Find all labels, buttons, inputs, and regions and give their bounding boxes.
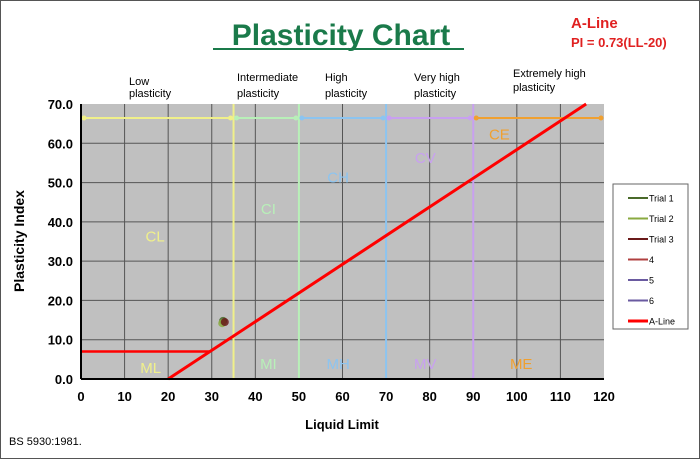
x-tick-label: 20	[161, 389, 175, 404]
arrow-head	[81, 115, 87, 121]
y-tick-label: 60.0	[48, 136, 73, 151]
zone-label: plasticity	[325, 88, 368, 100]
zone-label: Very high	[414, 72, 460, 84]
x-axis-label: Liquid Limit	[305, 417, 379, 432]
arrow-head	[234, 115, 240, 121]
zone-label: High	[325, 72, 348, 84]
region-label-ce: CE	[489, 126, 510, 143]
y-tick-label: 50.0	[48, 176, 73, 191]
zone-label: Extremely high	[513, 68, 586, 80]
aline-note-formula: PI = 0.73(LL-20)	[571, 35, 667, 50]
arrow-head	[293, 115, 299, 121]
region-label-ch: CH	[327, 170, 349, 187]
arrow-head	[299, 115, 305, 121]
arrow-head	[467, 115, 473, 121]
zone-label: Intermediate	[237, 72, 298, 84]
legend-label: 5	[649, 276, 654, 286]
region-label-mv: MV	[414, 356, 437, 373]
region-label-ml: ML	[140, 360, 161, 377]
y-tick-label: 30.0	[48, 254, 73, 269]
region-label-me: ME	[510, 356, 533, 373]
legend-label: 6	[649, 296, 654, 306]
region-label-ci: CI	[261, 201, 276, 218]
x-tick-label: 0	[77, 389, 84, 404]
zone-label: Low	[129, 76, 149, 88]
x-tick-label: 70	[379, 389, 393, 404]
y-tick-label: 70.0	[48, 97, 73, 112]
legend-label: A-Line	[649, 317, 675, 327]
x-tick-label: 110	[550, 389, 571, 404]
arrow-head	[598, 115, 604, 121]
region-label-mh: MH	[326, 356, 349, 373]
x-tick-label: 80	[422, 389, 436, 404]
x-tick-label: 30	[205, 389, 219, 404]
legend-label: Trial 3	[649, 235, 674, 245]
y-axis-label: Plasticity Index	[11, 190, 27, 292]
zone-label: plasticity	[237, 88, 280, 100]
x-tick-label: 90	[466, 389, 480, 404]
footnote: BS 5930:1981.	[9, 436, 82, 448]
y-tick-label: 10.0	[48, 333, 73, 348]
arrow-head	[386, 115, 392, 121]
x-tick-label: 40	[248, 389, 262, 404]
x-tick-label: 60	[335, 389, 349, 404]
legend-label: Trial 1	[649, 194, 674, 204]
zone-label: plasticity	[414, 88, 457, 100]
arrow-head	[228, 115, 234, 121]
y-tick-label: 0.0	[55, 372, 73, 387]
region-label-cl: CL	[145, 229, 164, 246]
aline-note-title: A-Line	[571, 15, 618, 32]
data-point-trial-3	[220, 318, 229, 327]
y-tick-label: 40.0	[48, 215, 73, 230]
x-tick-label: 100	[506, 389, 528, 404]
a-line	[167, 102, 587, 381]
arrow-head	[473, 115, 479, 121]
chart-title: Plasticity Chart	[232, 19, 450, 52]
x-tick-label: 50	[292, 389, 306, 404]
y-tick-label: 20.0	[48, 293, 73, 308]
legend-label: 4	[649, 255, 654, 265]
x-tick-label: 120	[593, 389, 615, 404]
legend-label: Trial 2	[649, 214, 674, 224]
legend-box	[612, 183, 689, 330]
arrow-head	[380, 115, 386, 121]
x-tick-label: 10	[117, 389, 131, 404]
zone-label: plasticity	[513, 82, 556, 94]
zone-label: plasticity	[129, 88, 172, 100]
region-label-mi: MI	[260, 356, 277, 373]
region-label-cv: CV	[415, 150, 436, 167]
